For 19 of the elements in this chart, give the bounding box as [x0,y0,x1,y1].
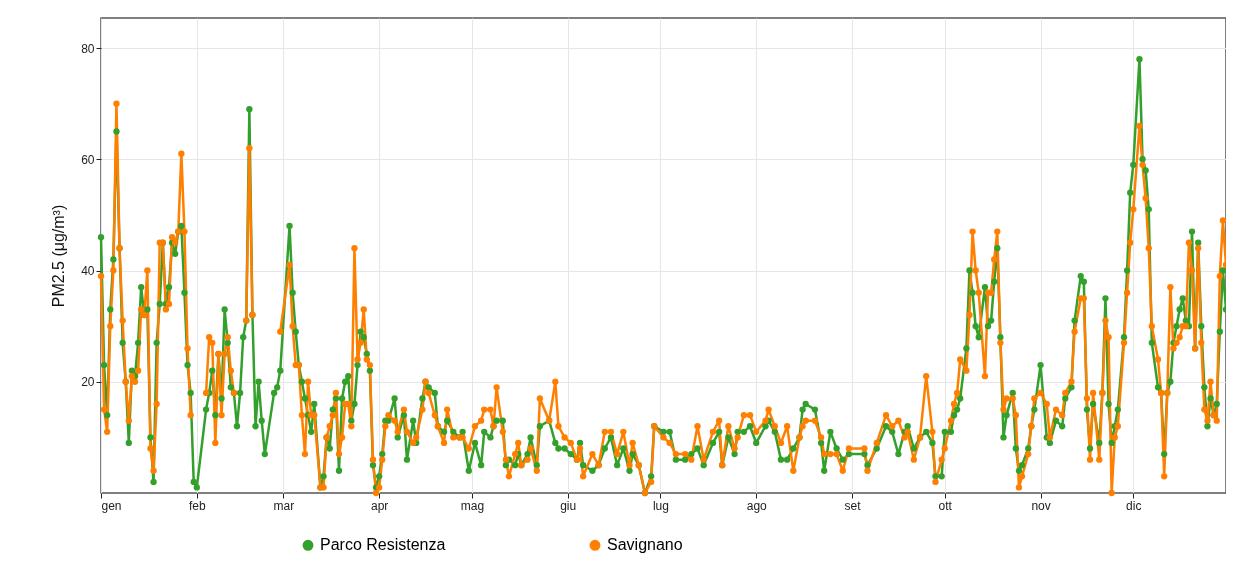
x-tick-label: gen [101,498,122,513]
x-tick-label: apr [370,498,389,513]
x-tick-label: set [844,498,862,513]
y-axis-title: PM2.5 (μg/m³) [50,204,68,308]
x-tick-label: ago [746,498,768,513]
x-tick-label: dic [1126,498,1142,513]
x-tick-label: mar [273,498,295,513]
y-tick-label: 60 [81,152,95,167]
x-tick-label: giu [560,498,577,513]
legend-label: Parco Resistenza [320,536,446,554]
legend-label: Savignano [607,536,683,554]
x-tick-label: ott [938,498,953,513]
x-tick-label: lug [652,498,669,513]
y-tick-label: 80 [81,41,95,56]
x-tick-label: mag [460,498,485,513]
x-tick-label: feb [188,498,206,513]
y-tick-label: 40 [81,264,95,279]
x-tick-label: nov [1031,498,1051,513]
y-tick-label: 20 [81,375,95,390]
